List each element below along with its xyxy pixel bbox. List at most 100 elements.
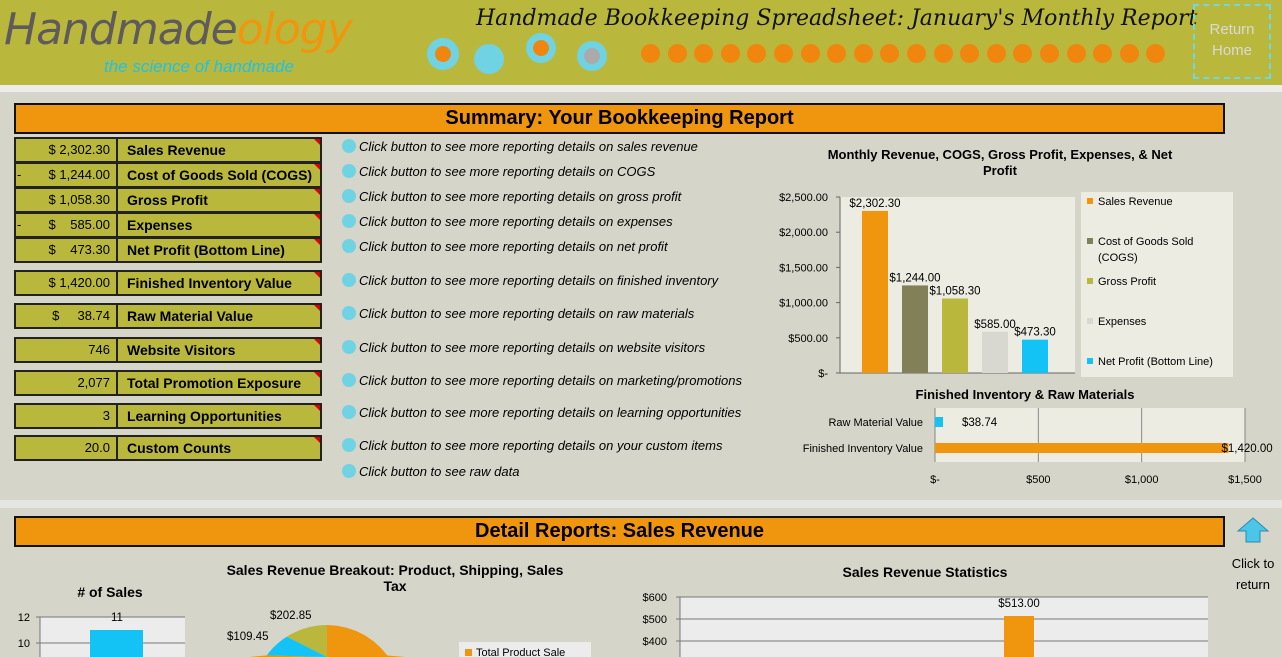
legend-label: Gross Profit [1098, 276, 1156, 288]
summary-value: $ 473.30 [14, 237, 118, 263]
circle-button-icon [342, 438, 356, 452]
comment-indicator-icon [314, 339, 320, 345]
legend-label: Total Product Sale [476, 647, 565, 657]
x-tick-label: $500 [1026, 474, 1050, 486]
stats-bar-chart: $600 $500 $400 $513.00 [643, 592, 1208, 657]
summary-label: Expenses [116, 212, 322, 238]
legend-box [1081, 192, 1233, 377]
summary-value: $ 38.74 [14, 303, 118, 329]
y-tick-label: 10 [18, 638, 30, 650]
summary-value: $ 1,244.00 [14, 162, 118, 188]
circle-button-icon [342, 273, 356, 287]
detail-link-text: Click button to see more reporting detai… [359, 139, 698, 154]
legend-label: Sales Revenue [1098, 196, 1173, 208]
category-label: Finished Inventory Value [803, 443, 923, 455]
summary-label-text: Learning Opportunities [127, 408, 282, 424]
detail-link-button[interactable]: Click button to see more reporting detai… [342, 189, 681, 205]
circle-button-icon [342, 464, 356, 478]
return-arrow-button[interactable] [1236, 516, 1270, 549]
x-tick-label: $- [930, 474, 940, 486]
summary-label: Sales Revenue [116, 137, 322, 163]
detail-link-button[interactable]: Click button to see more reporting detai… [342, 340, 705, 356]
plot-area [680, 597, 1208, 657]
summary-value: 746 [14, 337, 118, 363]
data-label: $473.30 [1014, 327, 1056, 339]
legend-swatch [1087, 358, 1093, 364]
chart-title-breakout: Sales Revenue Breakout: Product, Shippin… [226, 562, 564, 594]
orange-dot [880, 44, 900, 63]
summary-label: Cost of Goods Sold (COGS) [116, 162, 322, 188]
data-label: 11 [111, 612, 123, 624]
detail-link-button[interactable]: Click button to see more reporting detai… [342, 273, 718, 289]
orange-dot [1013, 44, 1033, 63]
y-tick-label: $- [818, 368, 828, 380]
return-home-button[interactable]: Return Home [1193, 4, 1271, 79]
bar [1022, 339, 1048, 373]
summary-label: Total Promotion Exposure [116, 370, 322, 396]
comment-indicator-icon [314, 372, 320, 378]
detail-link-text: Click button to see more reporting detai… [359, 164, 656, 179]
summary-label-text: Raw Material Value [127, 308, 254, 324]
orange-dot [694, 44, 714, 63]
minus-sign: - [17, 217, 22, 232]
orange-dot [774, 44, 793, 63]
chart-title-monthly: Monthly Revenue, COGS, Gross Profit, Exp… [827, 147, 1173, 178]
comment-indicator-icon [314, 164, 320, 170]
summary-label: Custom Counts [116, 435, 322, 461]
orange-dot [1093, 44, 1113, 63]
y-tick-label: $2,500.00 [779, 192, 828, 204]
pie-slice [266, 636, 327, 657]
legend-swatch [1087, 238, 1093, 244]
comment-indicator-icon [314, 437, 320, 443]
detail-link-text: Click button to see more reporting detai… [359, 214, 673, 229]
circle-button-icon [342, 139, 356, 153]
bar [90, 630, 143, 657]
logo-tagline: the science of handmade [104, 57, 294, 76]
y-tick-label: $500 [643, 614, 667, 626]
detail-link-button[interactable]: Click button to see raw data [342, 464, 519, 480]
orange-dot [1066, 44, 1086, 63]
detail-link-button[interactable]: Click button to see more reporting detai… [342, 438, 722, 454]
legend-label: Net Profit (Bottom Line) [1098, 356, 1213, 368]
orange-dot [1146, 44, 1166, 63]
detail-link-text: Click button to see more reporting detai… [359, 239, 668, 254]
y-tick-label: $500.00 [788, 333, 828, 345]
detail-link-button[interactable]: Click button to see more reporting detai… [342, 373, 742, 389]
summary-label: Learning Opportunities [116, 403, 322, 429]
comment-indicator-icon [314, 239, 320, 245]
summary-label-text: Expenses [127, 217, 193, 233]
detail-link-button[interactable]: Click button to see more reporting detai… [342, 214, 673, 230]
summary-label-text: Website Visitors [127, 342, 236, 358]
detail-link-button[interactable]: Click button to see more reporting detai… [342, 239, 668, 255]
orange-dot [827, 44, 847, 63]
detail-link-text: Click button to see more reporting detai… [359, 306, 695, 321]
divider [0, 85, 1282, 92]
orange-dot [853, 44, 873, 63]
summary-value: 2,077 [14, 370, 118, 396]
summary-label-text: Cost of Goods Sold (COGS) [127, 167, 313, 183]
detail-link-button[interactable]: Click button to see more reporting detai… [342, 306, 694, 322]
circle-button-icon [342, 189, 356, 203]
circle-button-icon [342, 214, 356, 228]
legend-swatch [1087, 198, 1093, 204]
data-label: $1,058.30 [929, 285, 980, 297]
summary-label-text: Finished Inventory Value [127, 275, 292, 291]
y-tick-label: $1,500.00 [779, 262, 828, 274]
bar [935, 443, 1229, 453]
circle-button-icon [342, 164, 356, 178]
data-label: $585.00 [974, 319, 1016, 331]
detail-link-button[interactable]: Click button to see more reporting detai… [342, 405, 741, 421]
summary-label: Raw Material Value [116, 303, 322, 329]
detail-link-button[interactable]: Click button to see more reporting detai… [342, 139, 698, 155]
x-tick-label: $1,500 [1228, 474, 1262, 486]
bar [1004, 616, 1034, 657]
summary-value: 3 [14, 403, 118, 429]
summary-label-text: Sales Revenue [127, 142, 226, 158]
orange-dot [1040, 44, 1059, 63]
y-tick-label: $2,000.00 [779, 227, 828, 239]
monthly-bar-chart: $- $500.00 $1,000.00 $1,500.00 $2,000.00 $2,5… [779, 192, 1233, 380]
circle-button-icon [342, 306, 356, 320]
detail-link-button[interactable]: Click button to see more reporting detai… [342, 164, 655, 180]
detail-link-text: Click button to see more reporting detai… [359, 340, 706, 355]
data-label: $1,420.00 [1221, 443, 1272, 455]
